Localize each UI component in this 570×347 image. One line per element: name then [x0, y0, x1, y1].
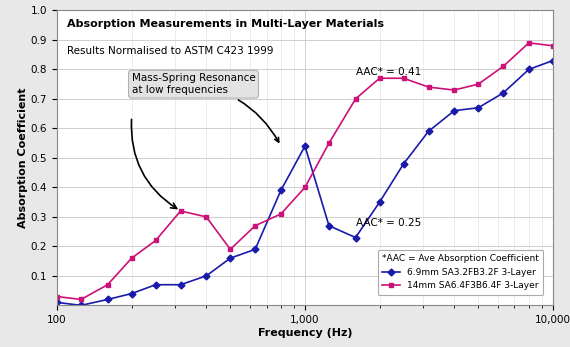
- 14mm SA6.4F3B6.4F 3-Layer: [302, 185, 308, 189]
- 6.9mm SA3.2FB3.2F 3-Layer: [400, 162, 407, 166]
- 14mm SA6.4F3B6.4F 3-Layer: [252, 224, 259, 228]
- 6.9mm SA3.2FB3.2F 3-Layer: [475, 105, 482, 110]
- 14mm SA6.4F3B6.4F 3-Layer: [54, 294, 60, 298]
- Text: AAC* = 0.25: AAC* = 0.25: [356, 218, 421, 228]
- 6.9mm SA3.2FB3.2F 3-Layer: [451, 109, 458, 113]
- 6.9mm SA3.2FB3.2F 3-Layer: [376, 200, 383, 204]
- 14mm SA6.4F3B6.4F 3-Layer: [400, 76, 407, 81]
- 6.9mm SA3.2FB3.2F 3-Layer: [278, 188, 284, 192]
- 14mm SA6.4F3B6.4F 3-Layer: [549, 44, 556, 48]
- 14mm SA6.4F3B6.4F 3-Layer: [203, 215, 210, 219]
- 14mm SA6.4F3B6.4F 3-Layer: [526, 41, 532, 45]
- 6.9mm SA3.2FB3.2F 3-Layer: [54, 300, 60, 305]
- 6.9mm SA3.2FB3.2F 3-Layer: [325, 224, 332, 228]
- 14mm SA6.4F3B6.4F 3-Layer: [376, 76, 383, 81]
- 6.9mm SA3.2FB3.2F 3-Layer: [425, 129, 432, 134]
- 14mm SA6.4F3B6.4F 3-Layer: [104, 282, 111, 287]
- 14mm SA6.4F3B6.4F 3-Layer: [425, 85, 432, 89]
- 6.9mm SA3.2FB3.2F 3-Layer: [526, 67, 532, 71]
- 6.9mm SA3.2FB3.2F 3-Layer: [203, 274, 210, 278]
- Line: 14mm SA6.4F3B6.4F 3-Layer: 14mm SA6.4F3B6.4F 3-Layer: [55, 40, 555, 302]
- Y-axis label: Absorption Coefficient: Absorption Coefficient: [18, 88, 28, 228]
- 14mm SA6.4F3B6.4F 3-Layer: [352, 97, 359, 101]
- X-axis label: Frequency (Hz): Frequency (Hz): [258, 328, 352, 338]
- 14mm SA6.4F3B6.4F 3-Layer: [227, 247, 234, 251]
- 14mm SA6.4F3B6.4F 3-Layer: [152, 238, 159, 243]
- Text: Absorption Measurements in Multi-Layer Materials: Absorption Measurements in Multi-Layer M…: [67, 19, 384, 29]
- 6.9mm SA3.2FB3.2F 3-Layer: [549, 59, 556, 63]
- 14mm SA6.4F3B6.4F 3-Layer: [500, 65, 507, 69]
- 14mm SA6.4F3B6.4F 3-Layer: [278, 212, 284, 216]
- 14mm SA6.4F3B6.4F 3-Layer: [78, 297, 84, 302]
- 14mm SA6.4F3B6.4F 3-Layer: [177, 209, 184, 213]
- 14mm SA6.4F3B6.4F 3-Layer: [325, 141, 332, 145]
- 6.9mm SA3.2FB3.2F 3-Layer: [177, 282, 184, 287]
- 6.9mm SA3.2FB3.2F 3-Layer: [352, 236, 359, 240]
- 6.9mm SA3.2FB3.2F 3-Layer: [78, 303, 84, 307]
- 6.9mm SA3.2FB3.2F 3-Layer: [152, 282, 159, 287]
- 6.9mm SA3.2FB3.2F 3-Layer: [227, 256, 234, 260]
- Legend: 6.9mm SA3.2FB3.2F 3-Layer, 14mm SA6.4F3B6.4F 3-Layer: 6.9mm SA3.2FB3.2F 3-Layer, 14mm SA6.4F3B…: [377, 250, 543, 295]
- 6.9mm SA3.2FB3.2F 3-Layer: [302, 144, 308, 148]
- Text: AAC* = 0.41: AAC* = 0.41: [356, 67, 421, 77]
- 14mm SA6.4F3B6.4F 3-Layer: [451, 88, 458, 92]
- Text: Results Normalised to ASTM C423 1999: Results Normalised to ASTM C423 1999: [67, 46, 274, 56]
- 6.9mm SA3.2FB3.2F 3-Layer: [128, 291, 135, 296]
- 14mm SA6.4F3B6.4F 3-Layer: [475, 82, 482, 86]
- 6.9mm SA3.2FB3.2F 3-Layer: [104, 297, 111, 302]
- 14mm SA6.4F3B6.4F 3-Layer: [128, 256, 135, 260]
- 6.9mm SA3.2FB3.2F 3-Layer: [252, 247, 259, 251]
- Text: Mass-Spring Resonance
at low frequencies: Mass-Spring Resonance at low frequencies: [132, 74, 279, 142]
- Line: 6.9mm SA3.2FB3.2F 3-Layer: 6.9mm SA3.2FB3.2F 3-Layer: [55, 58, 555, 308]
- 6.9mm SA3.2FB3.2F 3-Layer: [500, 91, 507, 95]
